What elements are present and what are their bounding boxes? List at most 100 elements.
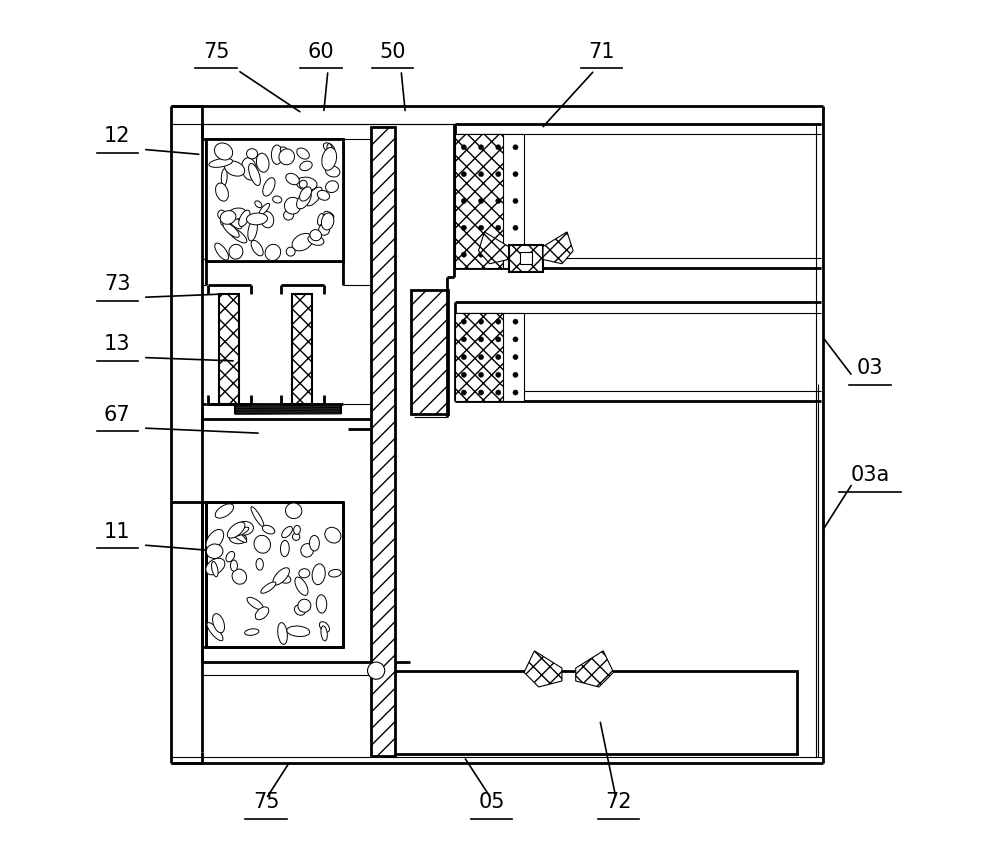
- Ellipse shape: [278, 622, 287, 645]
- Ellipse shape: [300, 187, 311, 201]
- Ellipse shape: [273, 196, 282, 203]
- Bar: [292, 294, 312, 404]
- Text: 03a: 03a: [850, 465, 890, 485]
- Circle shape: [496, 337, 501, 342]
- Ellipse shape: [292, 533, 300, 540]
- Ellipse shape: [286, 173, 299, 185]
- Ellipse shape: [223, 223, 239, 237]
- Ellipse shape: [327, 143, 333, 156]
- Ellipse shape: [246, 213, 268, 225]
- Ellipse shape: [298, 599, 311, 612]
- Circle shape: [461, 252, 466, 257]
- Bar: [455, 134, 524, 268]
- Circle shape: [496, 390, 501, 395]
- Ellipse shape: [280, 147, 292, 161]
- Circle shape: [513, 172, 518, 177]
- Circle shape: [461, 198, 466, 204]
- Ellipse shape: [276, 573, 291, 583]
- Circle shape: [478, 372, 484, 377]
- Ellipse shape: [256, 153, 269, 173]
- Circle shape: [513, 225, 518, 230]
- Ellipse shape: [209, 158, 233, 167]
- Ellipse shape: [229, 533, 247, 544]
- Ellipse shape: [212, 562, 218, 576]
- Bar: [219, 294, 239, 404]
- Ellipse shape: [299, 180, 307, 188]
- Ellipse shape: [297, 148, 309, 159]
- Ellipse shape: [294, 605, 305, 615]
- Ellipse shape: [262, 526, 275, 534]
- Circle shape: [513, 319, 518, 324]
- Text: 75: 75: [203, 41, 229, 61]
- Ellipse shape: [295, 577, 308, 595]
- Circle shape: [478, 198, 484, 204]
- Ellipse shape: [245, 629, 259, 635]
- Circle shape: [496, 172, 501, 177]
- Ellipse shape: [301, 544, 313, 557]
- Text: 72: 72: [605, 791, 632, 812]
- Ellipse shape: [239, 210, 250, 226]
- Circle shape: [461, 319, 466, 324]
- Ellipse shape: [318, 213, 324, 225]
- Ellipse shape: [325, 166, 340, 177]
- Ellipse shape: [259, 204, 270, 215]
- Ellipse shape: [260, 211, 274, 228]
- Ellipse shape: [324, 211, 334, 219]
- Circle shape: [513, 390, 518, 395]
- Ellipse shape: [286, 247, 295, 256]
- Bar: [520, 252, 532, 264]
- Ellipse shape: [206, 544, 223, 558]
- Bar: [371, 127, 395, 756]
- Ellipse shape: [221, 168, 227, 186]
- Circle shape: [513, 372, 518, 377]
- Ellipse shape: [213, 614, 225, 633]
- Circle shape: [461, 355, 466, 360]
- Circle shape: [513, 145, 518, 150]
- Ellipse shape: [251, 507, 264, 526]
- Polygon shape: [524, 651, 562, 687]
- Ellipse shape: [226, 551, 235, 562]
- Ellipse shape: [214, 143, 233, 160]
- Circle shape: [461, 390, 466, 395]
- Circle shape: [461, 172, 466, 177]
- Ellipse shape: [284, 210, 294, 220]
- Circle shape: [513, 198, 518, 204]
- Ellipse shape: [284, 198, 301, 214]
- Circle shape: [461, 337, 466, 342]
- Ellipse shape: [255, 607, 269, 620]
- Polygon shape: [543, 232, 573, 264]
- Circle shape: [513, 337, 518, 342]
- Ellipse shape: [216, 183, 228, 201]
- Ellipse shape: [249, 163, 260, 186]
- Ellipse shape: [294, 526, 300, 534]
- Circle shape: [461, 145, 466, 150]
- Ellipse shape: [242, 158, 257, 180]
- Bar: [509, 245, 543, 273]
- Ellipse shape: [325, 527, 341, 543]
- Ellipse shape: [317, 191, 330, 200]
- Text: 71: 71: [588, 41, 615, 61]
- Ellipse shape: [221, 217, 230, 226]
- Ellipse shape: [254, 535, 271, 553]
- Ellipse shape: [326, 180, 338, 192]
- Polygon shape: [576, 651, 614, 687]
- Circle shape: [513, 355, 518, 360]
- Bar: [206, 139, 343, 261]
- Ellipse shape: [206, 530, 224, 550]
- Ellipse shape: [316, 595, 327, 613]
- Ellipse shape: [235, 527, 249, 536]
- Ellipse shape: [331, 532, 339, 541]
- Circle shape: [478, 390, 484, 395]
- Ellipse shape: [265, 244, 281, 261]
- Ellipse shape: [319, 224, 330, 236]
- Ellipse shape: [296, 177, 317, 190]
- Ellipse shape: [271, 145, 282, 164]
- Circle shape: [478, 252, 484, 257]
- Ellipse shape: [287, 626, 310, 637]
- Ellipse shape: [310, 230, 321, 241]
- Ellipse shape: [207, 622, 223, 640]
- Ellipse shape: [322, 148, 337, 170]
- Ellipse shape: [248, 220, 257, 241]
- Circle shape: [478, 337, 484, 342]
- Circle shape: [478, 355, 484, 360]
